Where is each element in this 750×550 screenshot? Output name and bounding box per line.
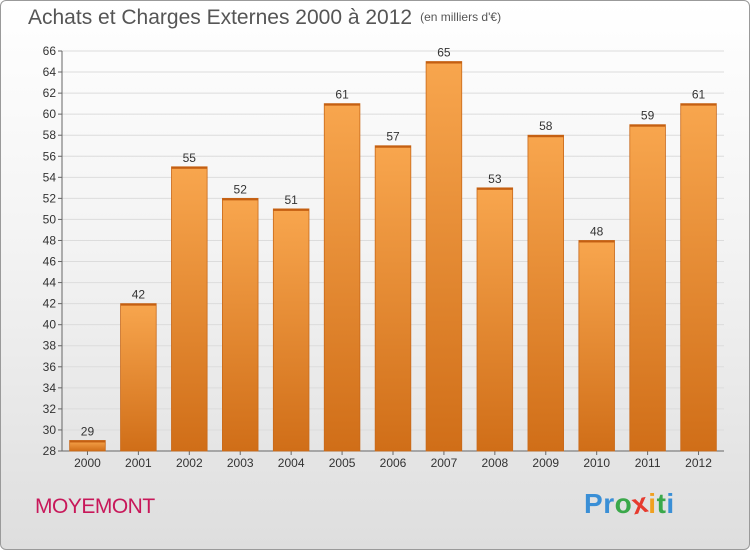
bar-2010	[578, 240, 615, 452]
data-label-2001: 42	[132, 288, 146, 302]
logo-letter: P	[584, 488, 604, 519]
logo-letter: r	[603, 488, 615, 519]
bar-2006	[374, 145, 412, 452]
chart-title: Achats et Charges Externes 2000 à 2012 (e…	[28, 6, 501, 30]
y-tick-label: 60	[43, 107, 57, 121]
bar-2003	[222, 197, 259, 452]
x-tick-label: 2005	[329, 456, 356, 470]
data-label-2005: 61	[335, 88, 349, 102]
bar-2007	[425, 61, 463, 452]
x-tick-label: 2004	[278, 456, 305, 470]
x-tick-label: 2010	[583, 456, 610, 470]
y-tick-label: 28	[43, 444, 57, 458]
y-tick-label: 38	[43, 339, 57, 353]
logo-letter: o	[614, 488, 633, 519]
bar-2002	[171, 166, 208, 452]
x-tick-label: 2007	[431, 456, 458, 470]
y-tick-label: 48	[43, 233, 57, 247]
bars	[69, 61, 717, 452]
y-tick-label: 56	[43, 149, 57, 163]
chart-subtitle: (en milliers d'€)	[420, 10, 502, 24]
y-tick-label: 50	[43, 212, 57, 226]
data-label-2008: 53	[488, 172, 502, 186]
bar-2008	[476, 187, 514, 452]
bar-top-edge	[324, 103, 360, 106]
data-label-2011: 59	[641, 109, 655, 123]
bar-top-edge	[273, 208, 309, 211]
logo-letter: t	[656, 488, 667, 519]
bar-top-edge	[69, 440, 106, 443]
y-tick-label: 62	[43, 86, 57, 100]
y-tick-label: 46	[43, 255, 57, 269]
bar-2009	[527, 134, 564, 452]
y-tick-label: 58	[43, 128, 57, 142]
x-tick-label: 2001	[125, 456, 152, 470]
data-label-2009: 58	[539, 119, 553, 133]
bar-2004	[272, 208, 310, 452]
bar-2005	[323, 103, 361, 452]
data-label-2003: 52	[234, 182, 248, 196]
logo-letter: i	[648, 488, 657, 519]
x-tick-label: 2008	[481, 456, 508, 470]
x-tick-label: 2002	[176, 456, 203, 470]
y-tick-label: 34	[43, 381, 57, 395]
bar-top-edge	[680, 103, 717, 106]
bar-top-edge	[527, 135, 564, 138]
x-tick-label: 2011	[635, 456, 661, 470]
data-label-2002: 55	[183, 151, 197, 165]
data-label-2000: 29	[81, 424, 95, 438]
data-labels: 29 42 55 52 51 61 57 65 53 58 48 59 61	[81, 46, 706, 439]
proxiti-logo: Proxiti	[584, 487, 675, 521]
y-tick-label: 66	[43, 44, 57, 58]
y-tick-label: 30	[43, 423, 57, 437]
y-tick-label: 52	[43, 191, 57, 205]
data-label-2004: 51	[284, 193, 298, 207]
y-tick-label: 64	[43, 65, 57, 79]
bar-top-edge	[171, 166, 208, 169]
bar-top-edge	[375, 145, 411, 148]
tick-labels: 28 30 32 34 36 38 40 42 44 46 48 50 52 54 56 58 60 62 64 66…	[43, 44, 713, 470]
y-tick-label: 44	[43, 276, 57, 290]
data-label-2006: 57	[386, 130, 400, 144]
y-tick-label: 32	[43, 402, 57, 416]
bar-top-edge	[426, 61, 462, 64]
x-tick-label: 2003	[227, 456, 254, 470]
town-name: MOYEMONT	[35, 495, 155, 518]
y-tick-label: 40	[43, 318, 57, 332]
chart-title-text: Achats et Charges Externes 2000 à 2012	[28, 6, 413, 29]
bar-top-edge	[477, 187, 513, 190]
x-tick-label: 2012	[685, 456, 712, 470]
y-tick-label: 54	[43, 170, 57, 184]
bar-top-edge	[222, 198, 259, 201]
bar-top-edge	[120, 303, 157, 306]
logo-letter: i	[666, 488, 675, 519]
bar-top-edge	[629, 124, 666, 127]
data-label-2012: 61	[692, 88, 706, 102]
data-label-2010: 48	[590, 224, 604, 238]
bar-2012	[680, 103, 717, 452]
x-tick-label: 2000	[74, 456, 101, 470]
bar-2001	[120, 303, 157, 452]
y-tick-label: 36	[43, 360, 57, 374]
x-tick-label: 2006	[380, 456, 407, 470]
data-label-2007: 65	[437, 46, 451, 60]
bar-top-edge	[578, 240, 615, 243]
x-tick-label: 2009	[532, 456, 559, 470]
bar-2011	[629, 124, 666, 452]
y-tick-label: 42	[43, 297, 57, 311]
